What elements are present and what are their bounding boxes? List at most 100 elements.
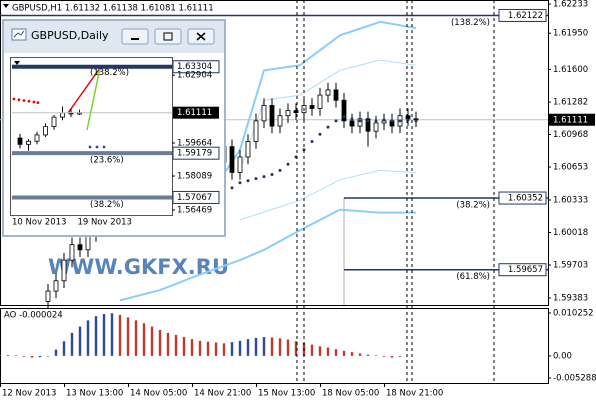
ao-bar [358, 353, 362, 356]
fib-value-box [498, 8, 547, 22]
inset-dot [95, 145, 99, 149]
ao-frame [0, 308, 549, 384]
sar-dot [382, 118, 386, 122]
candle-body [43, 126, 48, 136]
x-tick-label: 13 Nov 13:00 [66, 389, 123, 399]
sar-dot [302, 148, 306, 152]
sar-dot [230, 186, 234, 190]
maximize-button[interactable] [154, 28, 182, 45]
ao-bar [246, 339, 250, 356]
fib-level-percent: (138.2%) [451, 18, 490, 28]
inset-dot [32, 100, 36, 104]
ao-panel: AO -0.000024 0.010252 0.00 -0.005288 [0, 308, 596, 384]
chart-title: GBPUSD,H1 1.61132 1.61138 1.61081 1.6111… [12, 4, 214, 14]
inset-titlebar [4, 21, 224, 53]
inset-dot [12, 97, 16, 101]
sar-dot [358, 119, 362, 123]
candle-body [349, 120, 355, 127]
inset-title: GBPUSD,Daily [31, 29, 109, 42]
y-tick-label: 1.61950 [553, 29, 588, 39]
sar-dot [254, 177, 258, 181]
inset-dot [36, 101, 40, 104]
x-tick-label: 12 Nov 2013 [2, 389, 56, 399]
x-tick-label: 18 Nov 05:00 [322, 389, 379, 399]
candle-body [373, 122, 379, 132]
candle-body [237, 156, 243, 173]
candle-body [60, 112, 65, 118]
ao-bar [318, 346, 322, 356]
minimize-button[interactable] [121, 28, 149, 45]
ao-bar [238, 340, 242, 356]
inset-dot [27, 99, 31, 103]
maximize-glyph [163, 32, 173, 41]
candle-body [309, 105, 315, 109]
candle-body [69, 244, 75, 261]
ao-bar [0, 354, 2, 356]
y-tick-label: 1.60018 [553, 228, 588, 238]
sar-dot [286, 162, 290, 166]
ao-bar [214, 342, 218, 356]
candle-body [325, 89, 331, 96]
candle-body [357, 118, 363, 127]
candle-body [253, 120, 259, 142]
ao-bar [14, 355, 18, 356]
candle-body [293, 110, 299, 114]
sar-dot [270, 173, 274, 177]
fib-value-label: 1.60352 [508, 194, 543, 204]
ao-bar [86, 320, 90, 356]
menu-triangle [3, 4, 9, 8]
candle-body [277, 115, 283, 127]
inset-y-label: 1.59664 [177, 139, 212, 149]
ao-bar [270, 337, 274, 356]
ao-y-tick-label: 0.010252 [553, 308, 594, 318]
inset-dot [88, 145, 92, 149]
inset-fib-box [172, 60, 220, 74]
ao-bar [46, 355, 50, 357]
inset-menu-triangle [14, 61, 20, 65]
inset-y-label: 1.58089 [177, 172, 212, 182]
inset-window: GBPUSD,Daily (138.2%) 1.63304 (23.6%) 1.591… [2, 19, 226, 237]
inset-fib-box [172, 190, 220, 204]
inset-icon [11, 28, 27, 41]
sar-dot [262, 175, 266, 179]
ao-bar [326, 347, 330, 356]
inset-fib-percent: (23.6%) [90, 156, 124, 166]
close-glyph [196, 32, 206, 41]
ao-bar [158, 329, 162, 356]
sar-dot [278, 168, 282, 172]
fib-value-label: 1.62122 [508, 11, 543, 21]
candle-body [45, 290, 51, 302]
ao-bar [374, 355, 378, 356]
band-line [239, 169, 417, 221]
ao-bar [278, 338, 282, 356]
ao-bar [262, 337, 266, 356]
candle-body [285, 110, 291, 117]
sar-dot [350, 117, 354, 121]
ao-bar [254, 337, 258, 356]
candle-body [61, 259, 67, 282]
y-tick-label: 1.59703 [553, 260, 588, 270]
fib-level-percent: (61.8%) [456, 272, 490, 282]
x-tick-label: 15 Nov 13:00 [258, 389, 315, 399]
x-tick-label: 14 Nov 21:00 [194, 389, 251, 399]
candle-body [341, 99, 347, 122]
ao-bar [310, 344, 314, 356]
inset-last-label: 1.61111 [177, 108, 212, 118]
sar-dot [374, 119, 378, 123]
candle-body [317, 94, 323, 109]
ao-bar [110, 313, 114, 356]
x-tick-label: 18 Nov 21:00 [386, 389, 443, 399]
last-price-box [549, 113, 595, 126]
ao-bar [30, 355, 34, 358]
inset-plot-frame [10, 57, 173, 216]
sar-dot [318, 132, 322, 136]
x-tick-label: 14 Nov 05:00 [130, 389, 187, 399]
ao-bar [390, 355, 394, 358]
sar-dot [414, 119, 418, 123]
watermark: WWW.GKFX.RU [48, 255, 229, 279]
ao-bar [342, 350, 346, 356]
sar-dot [238, 181, 242, 185]
fib-level-percent: (38.2%) [456, 201, 490, 211]
